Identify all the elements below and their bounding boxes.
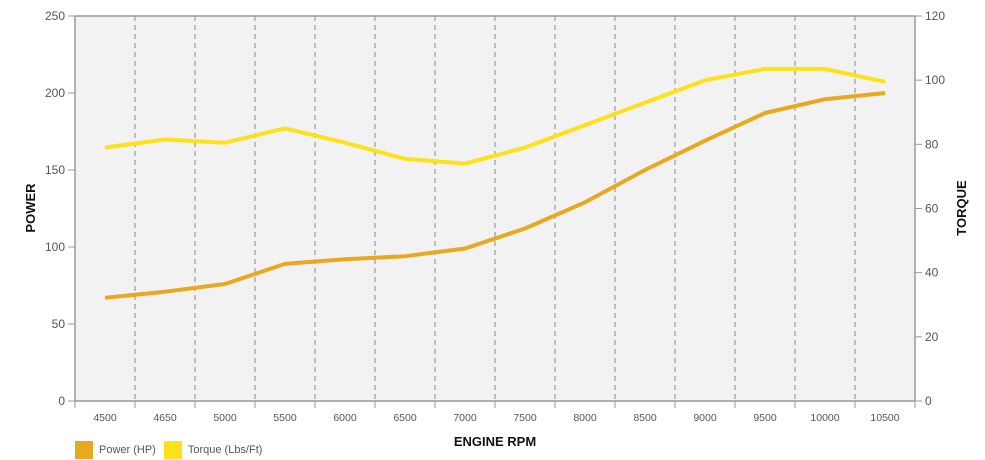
x-tick-label: 8000 — [573, 412, 597, 424]
x-tick-label: 5500 — [273, 412, 297, 424]
x-tick-label: 8500 — [633, 412, 657, 424]
right-tick-label: 0 — [925, 394, 932, 408]
legend-item-power: Power (HP) — [75, 441, 156, 459]
x-tick-label: 10500 — [870, 412, 899, 424]
legend-swatch-power — [75, 441, 93, 459]
legend-label-torque: Torque (Lbs/Ft) — [187, 444, 263, 456]
x-tick-label: 9500 — [753, 412, 777, 424]
left-y-axis-ticks: 0 50 100 150 200 250 — [45, 9, 75, 408]
right-tick-label: 20 — [925, 330, 939, 344]
left-tick-label: 200 — [45, 86, 65, 100]
left-tick-label: 100 — [45, 240, 65, 254]
left-tick-label: 150 — [45, 163, 65, 177]
legend: Power (HP) Torque (Lbs/Ft) — [75, 441, 270, 459]
left-y-axis-title: POWER — [23, 183, 38, 233]
legend-swatch-torque — [163, 441, 182, 459]
x-axis-ticks: 4500 4650 5000 5500 6000 6500 7000 7500 8000 8500… — [74, 401, 916, 424]
left-tick-label: 0 — [58, 394, 65, 408]
left-tick-label: 50 — [52, 317, 66, 331]
right-tick-label: 80 — [925, 137, 939, 151]
x-tick-label: 4500 — [93, 412, 117, 424]
left-tick-label: 250 — [45, 9, 65, 23]
right-tick-label: 100 — [925, 73, 945, 87]
vertical-grid — [134, 16, 856, 401]
x-tick-label: 4650 — [153, 412, 177, 424]
x-axis-title: ENGINE RPM — [454, 434, 536, 449]
x-tick-label: 5000 — [213, 412, 237, 424]
right-tick-label: 60 — [925, 202, 939, 216]
power-series-line — [104, 91, 886, 300]
legend-label-power: Power (HP) — [99, 444, 156, 456]
right-y-axis-ticks: 0 20 40 60 80 100 120 — [915, 9, 945, 408]
right-tick-label: 40 — [925, 266, 939, 280]
x-tick-label: 6000 — [333, 412, 357, 424]
x-tick-label: 6500 — [393, 412, 417, 424]
right-tick-label: 120 — [925, 9, 945, 23]
x-tick-label: 9000 — [693, 412, 717, 424]
right-y-axis-title: TORQUE — [954, 180, 969, 236]
torque-series-line — [104, 66, 886, 166]
x-tick-label: 7500 — [513, 412, 537, 424]
legend-item-torque: Torque (Lbs/Ft) — [163, 441, 263, 459]
x-tick-label: 10000 — [810, 412, 839, 424]
series-lines — [104, 66, 886, 300]
x-tick-label: 7000 — [453, 412, 477, 424]
